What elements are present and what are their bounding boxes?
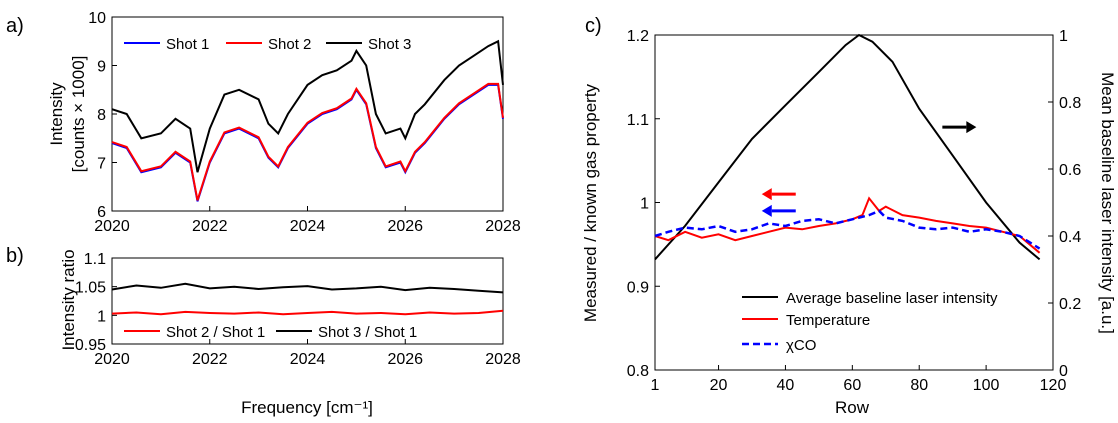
panel-c-ticks: 1 20 40 60 80 100 1200.80.911.11.200.20.40.60.… [627,28,1082,394]
arrow-left-head [761,204,772,217]
x-tick-label: 2020 [94,351,130,368]
panel-a-label: a) [6,15,24,37]
legend-shot2-label: Shot 2 [268,36,311,53]
x-tick-label: 20 [710,377,728,394]
y-tick-label: 0.8 [627,363,649,380]
x-tick-label: 2024 [290,218,326,235]
y-tick-label: 7 [97,156,106,173]
panel-c-legend: Average baseline laser intensity Tempera… [742,290,998,354]
x-tick-label: 60 [843,377,861,394]
legend-xco-label: χCO [786,337,816,354]
x-tick-label: 2026 [387,351,423,368]
legend-shot1-label: Shot 1 [166,36,209,53]
y-tick-label: 10 [88,10,106,27]
legend-baseline-label: Average baseline laser intensity [786,290,998,307]
panel-a-series-group [111,39,504,202]
x-tick-label: 1 [651,377,660,394]
y-tick-label: 0.95 [75,337,106,354]
series-line-shot-3 [111,39,504,173]
legend-ratio21-label: Shot 2 / Shot 1 [166,324,265,341]
panel-b-ylabel: Intensity ratio [59,249,78,350]
y-right-tick-label: 0.8 [1059,95,1081,112]
x-tick-label: 40 [777,377,795,394]
panel-c-arrows [761,121,977,217]
x-tick-label: 2024 [290,351,326,368]
panel-a-ylabel-line2: [counts × 1000] [69,56,88,173]
y-tick-label: 6 [97,204,106,221]
x-tick-label: 120 [1040,377,1067,394]
series-line-shot-1 [111,83,504,202]
panel-c-label: c) [585,15,602,37]
x-tick-label: 100 [973,377,1000,394]
legend-temperature-label: Temperature [786,312,870,329]
x-tick-label: 2020 [94,218,130,235]
y-right-tick-label: 0.4 [1059,229,1081,246]
y-right-tick-label: 0 [1059,363,1068,380]
y-tick-label: 1.05 [75,280,106,297]
panel-a-ylabel-line1: Intensity [47,82,66,146]
y-tick-label: 0.9 [627,279,649,296]
panel-b-ticks: 2020 2022 2024 2026 2028 0.95 1 1.05 1.1 [75,251,521,368]
y-right-tick-label: 1 [1059,28,1068,45]
series-line-temperature [654,196,1041,254]
y-tick-label: 8 [97,107,106,124]
y-tick-label: 1.2 [627,28,649,45]
panel-c-ylabel-right: Mean baseline laser intensity [a.u.] [1098,72,1117,334]
series-line-shot-3-shot-1 [111,282,504,294]
x-tick-label: 2022 [192,351,228,368]
legend-ratio31-label: Shot 3 / Shot 1 [318,324,417,341]
arrow-left-head [761,188,772,201]
panel-c-ylabel-left: Measured / known gas property [581,83,600,322]
panel-a-legend: Shot 1 Shot 2 Shot 3 [124,36,411,53]
series-line-shot-2 [111,82,504,201]
legend-shot3-label: Shot 3 [368,36,411,53]
y-tick-label: 1 [640,196,649,213]
panel-b-xlabel: Frequency [cm⁻¹] [241,398,373,417]
y-tick-label: 1 [97,308,106,325]
panel-b-label: b) [6,245,24,267]
panel-b-legend: Shot 2 / Shot 1 Shot 3 / Shot 1 [124,324,417,341]
panel-c-xlabel: Row [835,398,870,417]
x-tick-label: 2028 [485,218,521,235]
panel-b-series-group [111,282,504,316]
panel-c: 1 20 40 60 80 100 1200.80.911.11.200.20.40.60.… [581,28,1117,417]
panel-a-ticks: 2020 2022 2024 2026 2028 6 7 8 9 10 [88,10,521,235]
arrow-right-head [966,121,977,134]
y-tick-label: 1.1 [84,251,106,268]
y-right-tick-label: 0.2 [1059,296,1081,313]
series-line--co [654,209,1041,250]
y-tick-label: 1.1 [627,112,649,129]
x-tick-label: 2022 [192,218,228,235]
series-line-shot-2-shot-1 [111,309,504,316]
y-tick-label: 9 [97,59,106,76]
x-tick-label: 2026 [387,218,423,235]
panel-a: 2020 2022 2024 2026 2028 6 7 8 9 10 Intensity [co… [47,10,521,235]
y-right-tick-label: 0.6 [1059,162,1081,179]
x-tick-label: 80 [910,377,928,394]
panel-b: 2020 2022 2024 2026 2028 0.95 1 1.05 1.1 Intensi… [59,249,521,417]
series-line-average-baseline-laser-intensity [654,33,1041,261]
x-tick-label: 2028 [485,351,521,368]
panel-c-series-group [654,33,1041,261]
